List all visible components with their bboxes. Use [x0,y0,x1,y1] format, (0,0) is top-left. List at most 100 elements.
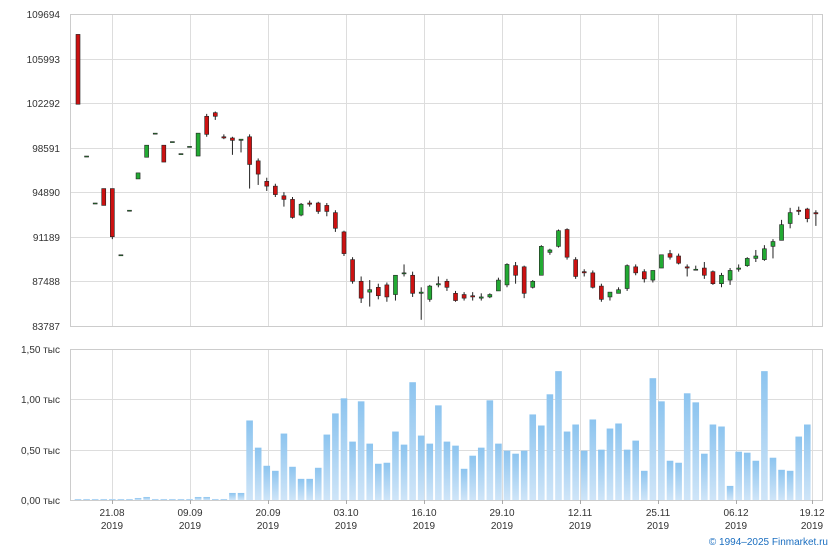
volume-bar [512,453,519,500]
volume-bar [804,424,811,500]
x-tick-date-label: 09.09 [177,508,202,519]
price-panel: 109694 105993 102292 98591 94890 91189 87488 83… [27,10,823,333]
candle-body [787,212,793,224]
candlestick [659,254,664,269]
volume-bar [546,394,554,500]
candlestick [418,287,424,320]
candle-body [453,293,458,301]
x-tick-year-label: 2019 [801,521,824,532]
candle-body [127,209,132,212]
volume-bar [769,457,777,500]
price-y-tick-label: 91189 [33,233,61,244]
volume-bar [477,447,485,500]
candle-body [384,284,390,298]
candlestick [281,192,287,207]
candle-body [281,195,287,200]
x-tick-date-label: 16.10 [411,508,436,519]
candlestick [393,274,398,301]
candlestick [581,269,587,277]
candle-body [101,188,107,206]
volume-bar [177,498,185,500]
candle-body [478,296,484,299]
candle-body [684,266,690,269]
price-plot-frame [70,14,823,327]
x-tick-date-label: 03.10 [333,508,358,519]
candle-body [367,289,373,293]
candlestick [599,283,604,302]
candlestick [453,290,458,302]
candlestick [530,280,536,289]
copyright-text[interactable]: © 1994–2025 Finmarket.ru [709,537,828,548]
volume-bar [323,434,331,500]
candle-body [221,136,227,139]
volume-bar [194,496,202,500]
x-axis: 21.08 2019 09.09 2019 20.09 2019 03.10 2019 16.1… [99,500,825,532]
volume-bar [186,498,193,500]
candle-body [650,270,656,281]
candle-body [195,132,201,157]
candle-body [770,241,776,247]
candlestick [307,200,312,207]
candle-body [547,249,553,253]
candle-body [539,246,544,276]
candlestick [92,202,98,205]
candlestick [736,264,741,272]
candle-body [599,285,604,300]
candle-body [187,146,192,148]
volume-bar [366,443,374,500]
candlestick [607,291,613,301]
volume-bar [169,498,176,500]
volume-bar [211,498,219,500]
candlestick [110,188,115,240]
candlestick [264,177,270,191]
candle-body [581,271,587,274]
candlestick [401,264,407,277]
candle-body [161,144,167,163]
volume-y-tick-label: 0,00 тыс [21,496,60,507]
candle-body [401,272,407,275]
candle-body [470,295,475,298]
candle-body [298,203,304,216]
candlestick [556,229,561,248]
candlestick [487,293,493,299]
candlestick [333,210,338,232]
volume-bar [761,371,768,500]
volume-bar [400,444,408,500]
candlestick [684,264,690,277]
candle-body [307,202,312,205]
volume-bar [683,393,691,500]
volume-bar [726,485,734,500]
volume-bar [538,425,545,500]
volume-bar [272,470,279,500]
candle-body [75,34,81,105]
candlestick [84,155,89,158]
candle-body [753,255,759,259]
candle-body [238,138,244,141]
volume-bar [752,460,760,500]
candle-body [135,172,141,180]
candle-body [813,212,819,215]
candlestick [178,153,184,155]
candle-body [315,202,321,212]
candle-body [204,115,209,135]
volume-bar [452,445,459,500]
volume-bar [443,441,451,500]
candle-body [556,230,561,247]
volume-bar [289,466,296,500]
candlestick [616,287,621,294]
candlestick [341,230,347,256]
x-tick-year-label: 2019 [101,521,124,532]
volume-bar [529,414,537,500]
volume-bar [623,449,631,500]
candlestick [787,207,793,229]
volume-bar [572,424,579,500]
candle-body [487,294,493,298]
candlestick [444,278,450,291]
candle-body [144,144,149,158]
volume-bar [383,462,391,500]
candlestick [702,262,707,279]
candlestick [521,265,527,299]
candlestick [727,268,733,285]
volume-bar [743,452,751,500]
